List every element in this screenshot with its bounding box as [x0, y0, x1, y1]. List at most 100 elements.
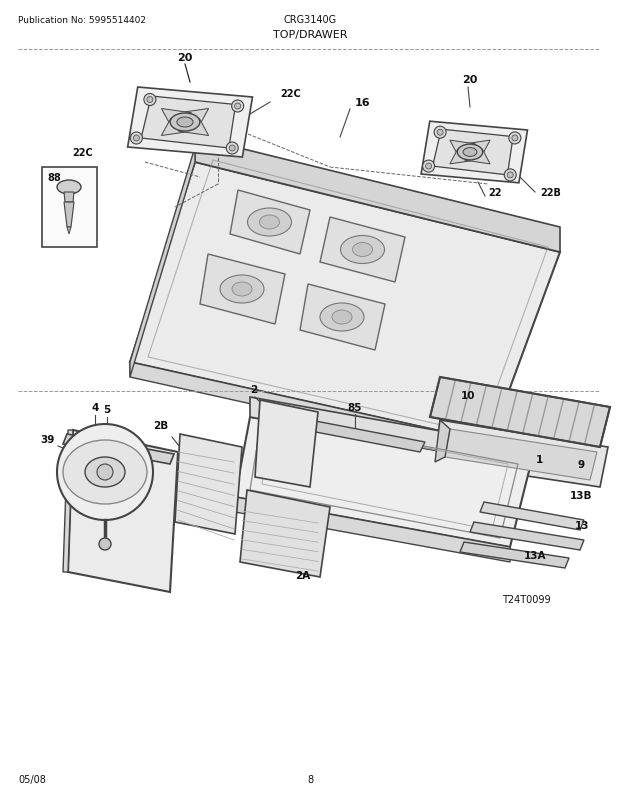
Text: TOP/DRAWER: TOP/DRAWER	[273, 30, 347, 40]
Ellipse shape	[260, 216, 280, 229]
Text: 22C: 22C	[72, 148, 93, 158]
Polygon shape	[421, 122, 528, 184]
Polygon shape	[141, 97, 236, 149]
Circle shape	[229, 146, 235, 152]
Text: 1: 1	[536, 455, 543, 464]
Polygon shape	[230, 191, 310, 255]
Polygon shape	[255, 400, 318, 488]
Polygon shape	[63, 435, 174, 464]
Circle shape	[144, 95, 156, 107]
Polygon shape	[235, 497, 510, 562]
Text: 4: 4	[91, 403, 99, 412]
Ellipse shape	[340, 237, 384, 264]
Ellipse shape	[353, 243, 373, 257]
Polygon shape	[470, 522, 584, 550]
Text: 5: 5	[104, 404, 110, 415]
Text: 9: 9	[578, 460, 585, 469]
Circle shape	[130, 133, 143, 145]
Text: 05/08: 05/08	[18, 774, 46, 784]
Circle shape	[234, 104, 241, 110]
Circle shape	[512, 136, 518, 142]
FancyBboxPatch shape	[42, 168, 97, 248]
Text: 22B: 22B	[540, 188, 561, 198]
Circle shape	[423, 161, 435, 173]
Polygon shape	[300, 419, 425, 452]
Text: 85: 85	[348, 403, 362, 412]
Circle shape	[133, 136, 140, 142]
Polygon shape	[175, 435, 242, 534]
Circle shape	[509, 133, 521, 144]
Polygon shape	[435, 420, 450, 463]
Polygon shape	[464, 141, 490, 156]
Text: 39: 39	[41, 435, 55, 444]
Text: 88: 88	[47, 172, 61, 183]
Polygon shape	[68, 431, 178, 592]
Circle shape	[437, 130, 443, 136]
Ellipse shape	[458, 145, 482, 160]
Ellipse shape	[57, 180, 81, 195]
Text: 10: 10	[461, 391, 475, 400]
Polygon shape	[64, 203, 74, 228]
Polygon shape	[130, 363, 490, 457]
Ellipse shape	[247, 209, 291, 237]
Text: 22: 22	[488, 188, 502, 198]
Polygon shape	[480, 502, 584, 530]
Polygon shape	[161, 109, 192, 127]
Circle shape	[434, 127, 446, 139]
Circle shape	[226, 143, 238, 155]
Ellipse shape	[85, 457, 125, 488]
Ellipse shape	[170, 114, 200, 132]
Polygon shape	[200, 255, 285, 325]
Polygon shape	[300, 285, 385, 350]
Circle shape	[425, 164, 432, 170]
Polygon shape	[128, 88, 252, 158]
Polygon shape	[179, 109, 208, 127]
Polygon shape	[240, 490, 330, 577]
Circle shape	[232, 101, 244, 113]
Text: 20: 20	[177, 53, 193, 63]
Polygon shape	[320, 217, 405, 282]
Polygon shape	[445, 429, 597, 480]
Ellipse shape	[320, 304, 364, 331]
Polygon shape	[179, 119, 208, 136]
Text: T24T0099: T24T0099	[502, 594, 551, 604]
Polygon shape	[67, 228, 71, 235]
Ellipse shape	[332, 310, 352, 325]
Text: 22C: 22C	[280, 89, 301, 99]
Text: 13: 13	[575, 520, 590, 530]
Polygon shape	[460, 542, 569, 569]
Ellipse shape	[232, 282, 252, 297]
Polygon shape	[195, 138, 560, 253]
Circle shape	[57, 424, 153, 520]
Ellipse shape	[463, 148, 477, 157]
Text: 13A: 13A	[524, 550, 546, 561]
Text: 20: 20	[462, 75, 477, 85]
Polygon shape	[250, 398, 530, 468]
Text: CRG3140G: CRG3140G	[283, 15, 337, 25]
Circle shape	[99, 538, 111, 550]
Polygon shape	[130, 163, 560, 443]
Circle shape	[97, 464, 113, 480]
Polygon shape	[433, 130, 513, 176]
Text: Publication No: 5995514402: Publication No: 5995514402	[18, 16, 146, 25]
Polygon shape	[161, 119, 192, 136]
Polygon shape	[235, 418, 530, 547]
Polygon shape	[450, 141, 476, 156]
Polygon shape	[430, 378, 610, 448]
Polygon shape	[450, 150, 476, 164]
Ellipse shape	[63, 440, 147, 504]
Ellipse shape	[220, 276, 264, 304]
Polygon shape	[464, 150, 490, 164]
Circle shape	[147, 97, 153, 103]
Text: 2B: 2B	[153, 420, 168, 431]
Polygon shape	[435, 420, 608, 488]
Polygon shape	[130, 148, 195, 378]
Polygon shape	[63, 431, 73, 573]
Ellipse shape	[177, 118, 193, 128]
Text: 8: 8	[307, 774, 313, 784]
Text: 2: 2	[250, 384, 257, 395]
Circle shape	[507, 172, 513, 179]
Text: 2A: 2A	[295, 570, 311, 581]
Text: 13B: 13B	[570, 490, 593, 500]
Polygon shape	[64, 192, 74, 203]
